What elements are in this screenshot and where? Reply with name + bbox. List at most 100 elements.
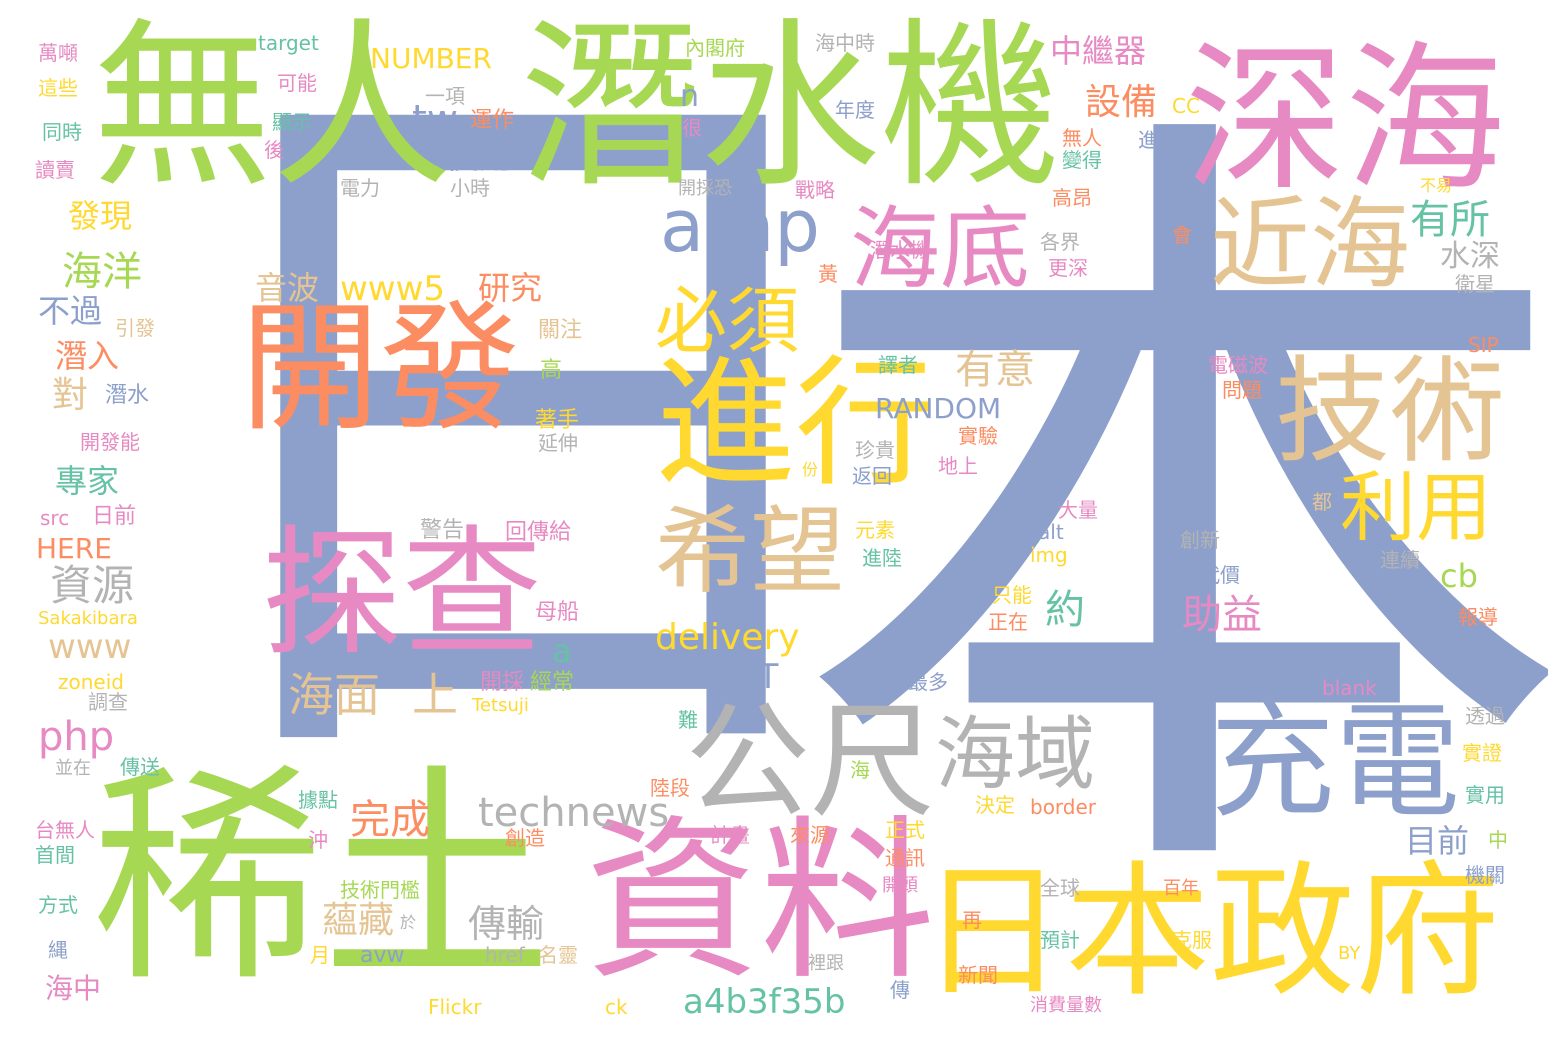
word-hui: 會: [1172, 223, 1192, 247]
word-zai: 再: [962, 908, 982, 932]
word-biande: 變得: [1062, 148, 1102, 172]
word-jinru: 進入: [1138, 128, 1178, 152]
word-huang: 黃: [818, 262, 838, 286]
word-wancheng: 完成: [350, 797, 430, 843]
word-riqian: 日前: [92, 504, 137, 529]
word-zhineng: 只能: [992, 583, 1032, 607]
word-border: border: [1030, 795, 1097, 819]
word-niandu: 年度: [835, 98, 875, 122]
word-daliang: 大量: [1058, 498, 1098, 522]
word-zhengzai: 正在: [988, 610, 1028, 634]
word-dianli: 電力: [340, 176, 380, 200]
word-sheng: 縄: [48, 938, 68, 962]
word-jinlu: 進陸: [862, 546, 902, 570]
word-yuansu: 元素: [855, 518, 895, 542]
word-kaifa: 開發: [240, 288, 521, 451]
word-zhuyi: 助益: [1182, 592, 1262, 638]
word-guanzhu: 關注: [538, 318, 583, 343]
word-buyi: 不易: [1420, 176, 1453, 195]
word-tetsuji: Tetsuji: [472, 695, 529, 716]
word-shoujian: 首間: [35, 843, 75, 867]
word-wandun: 萬噸: [38, 41, 78, 65]
word-technews: technews: [478, 790, 670, 836]
word-kaicai: 開採: [480, 670, 525, 695]
word-zheshou: 著手: [535, 408, 580, 433]
word-fangshi: 方式: [38, 893, 78, 917]
word-yousuo: 有所: [1410, 197, 1490, 243]
word-dou: 都: [1312, 490, 1332, 514]
word-ck: ck: [605, 995, 628, 1019]
word-chong: 沖: [308, 828, 328, 852]
word-muchuan: 母船: [535, 600, 580, 625]
word-yanjiu: 研究: [478, 269, 543, 307]
word-laiyuan: 來源: [790, 823, 830, 847]
word-huichuangei: 回傳給: [505, 520, 572, 545]
word-amp: amp: [660, 184, 820, 268]
word-xiaofei: 消費量數: [1030, 995, 1102, 1016]
word-jueding: 決定: [975, 793, 1015, 817]
word-keneng: 可能: [277, 71, 317, 95]
word-avw: avw: [360, 943, 405, 968]
word-chuanshu: 傳輸: [468, 902, 545, 946]
word-shang: 上: [412, 668, 458, 722]
word-haiyu: 海域: [935, 708, 1095, 801]
word-xinwen: 新聞: [958, 963, 998, 987]
word-yunzuo: 運作: [470, 108, 515, 133]
word-www5: www5: [340, 269, 446, 309]
word-jishu: 技術: [1275, 345, 1506, 479]
word-muqian: 目前: [1405, 822, 1470, 860]
word-daijia: 代價: [1200, 563, 1240, 587]
word-mingling: 名靈: [538, 943, 578, 967]
word-youyi: 有意: [955, 347, 1035, 393]
word-zhengshi: 正式: [885, 818, 925, 842]
word-quanqiu: 全球: [1040, 876, 1080, 900]
word-hai-small: 海: [850, 758, 870, 782]
word-gejie: 各界: [1040, 230, 1080, 254]
word-tancha: 探查: [262, 513, 543, 676]
word-hou: 後: [264, 138, 284, 162]
word-judian: 據點: [298, 788, 338, 812]
word-kaitou: 開頭: [882, 875, 918, 896]
word-alt: alt: [1038, 520, 1064, 544]
word-tongshi: 同時: [42, 120, 82, 144]
word-here: HERE: [36, 532, 112, 565]
word-diaocha: 調查: [88, 690, 128, 714]
word-gao: 高: [540, 358, 563, 383]
word-yinbo: 音波: [255, 269, 320, 307]
word-yuji: 預計: [1040, 928, 1080, 952]
word-jingchang: 經常: [530, 670, 575, 695]
word-shiyong2: 實用: [1465, 783, 1505, 807]
word-shizheng: 實證: [1462, 741, 1502, 765]
word-php: php: [38, 714, 115, 760]
word-blank: blank: [1322, 676, 1377, 700]
word-weixing: 衛星: [1455, 272, 1495, 296]
word-neigefu: 內閣府: [685, 36, 745, 60]
word-bingzai: 並在: [55, 758, 91, 779]
word-ligen: 裡跟: [808, 953, 844, 974]
word-yu: 於: [400, 913, 417, 932]
word-ribenzhengfu: 日本政府: [920, 848, 1500, 1017]
word-ri-small: 日: [1478, 630, 1495, 649]
word-qianru: 潛入: [55, 337, 120, 375]
word-gaoang: 高昂: [1052, 186, 1092, 210]
word-chuangxin: 創新: [1180, 528, 1220, 552]
word-bixu: 必須: [655, 279, 800, 363]
word-baodao: 報導: [1458, 605, 1498, 629]
word-delivery: delivery: [655, 617, 800, 658]
word-wuren-small: 無人: [1062, 126, 1102, 150]
word-zhongjiqi: 中繼器: [1050, 32, 1147, 70]
word-wuren: 無人: [92, 3, 453, 212]
word-ri: 日: [150, 0, 890, 861]
word-tongxun: 通訊: [885, 846, 925, 870]
word-jinhai: 近海: [1210, 186, 1410, 303]
word-dishang: 地上: [938, 454, 978, 478]
word-ziliao: 資料: [585, 801, 935, 1004]
word-chuansong: 傳送: [120, 755, 160, 779]
word-zoneid: zoneid: [58, 670, 124, 694]
word-jieduan: 陸段: [650, 776, 690, 800]
word-yuncang: 蘊藏: [322, 900, 395, 941]
word-qianshui: 潛水: [105, 383, 150, 408]
word-n: n: [680, 79, 700, 114]
word-touguo: 透過: [1465, 704, 1505, 728]
word-jiguan: 機關: [1465, 863, 1505, 887]
